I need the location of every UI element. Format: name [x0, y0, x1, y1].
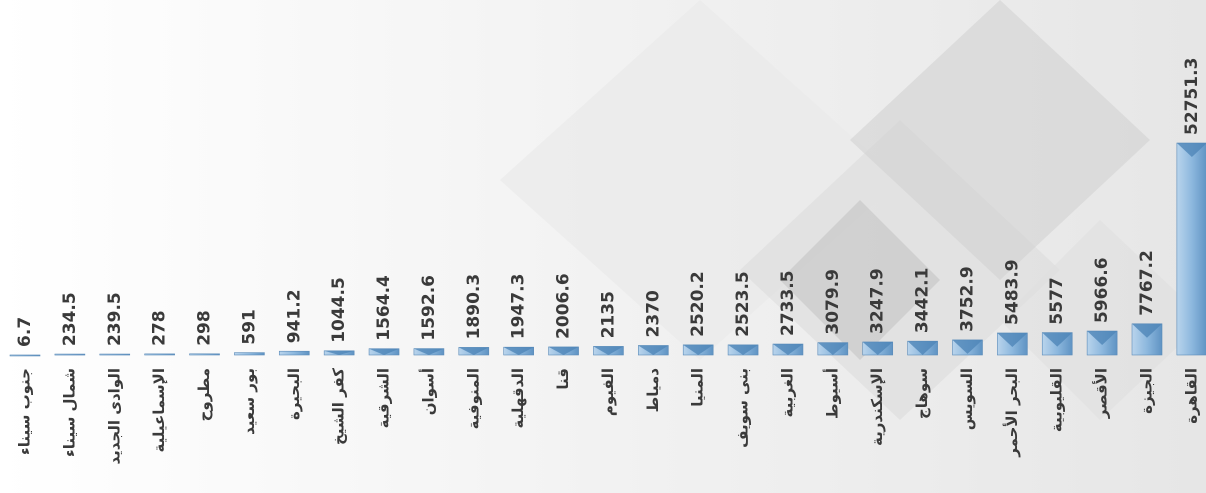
bar-cap	[1176, 143, 1206, 157]
x-tick-label: أسوان	[418, 368, 437, 415]
value-label: 5966.6	[1092, 257, 1112, 323]
value-label: 591	[239, 309, 259, 345]
value-label: 1044.5	[329, 277, 349, 343]
bar-cap	[683, 344, 714, 355]
x-tick-label: الإسكندرية	[868, 368, 886, 446]
x-tick-label: أسيوط	[822, 368, 841, 419]
value-label: 2520.2	[688, 271, 708, 337]
bar-cap	[772, 344, 803, 355]
x-tick-label: مطروح	[195, 368, 213, 421]
value-label: 1592.6	[419, 275, 439, 341]
x-tick-label: المنوفية	[464, 368, 482, 429]
value-label: 7767.2	[1137, 250, 1157, 316]
bar-cap	[638, 345, 669, 355]
x-tick-label: القليوبية	[1048, 368, 1066, 432]
x-tick-label: جنوب سيناء	[16, 368, 34, 455]
bar	[189, 353, 220, 356]
value-label: 3079.9	[823, 269, 843, 335]
x-tick-label: بور سعيد	[240, 368, 258, 435]
bar-cap	[907, 341, 938, 355]
value-label: 1564.4	[374, 275, 394, 341]
x-tick-label: الغربية	[778, 368, 796, 417]
bar-cap	[1132, 323, 1162, 338]
x-tick-label: بنى سويف	[734, 368, 752, 448]
x-tick-label: البحر الأحمر	[1003, 368, 1021, 458]
value-label: 239.5	[105, 292, 125, 346]
bar-cap	[1087, 331, 1118, 346]
x-tick-label: كفر الشيخ	[330, 368, 348, 445]
x-tick-label: الدقهلية	[509, 368, 527, 429]
value-label: 3752.9	[957, 266, 977, 332]
value-label: 5483.9	[1002, 259, 1022, 325]
value-label: 52751.3	[1182, 58, 1202, 135]
value-label: 2006.6	[554, 273, 574, 339]
bar	[9, 354, 41, 357]
bar	[1176, 142, 1206, 356]
value-label: 5577	[1047, 277, 1067, 324]
bar-cap	[728, 344, 759, 355]
bar-cap	[503, 347, 534, 355]
x-tick-label: القاهرة	[1182, 368, 1200, 424]
value-label: 3247.9	[868, 268, 888, 334]
x-tick-label: الأقصر	[1093, 368, 1111, 419]
bar-cap	[458, 347, 489, 355]
value-label: 2370	[643, 290, 663, 337]
bar-cap	[369, 348, 400, 355]
x-tick-label: السويس	[958, 368, 976, 430]
x-tick-label: الفيوم	[599, 368, 617, 416]
x-tick-label: الجيزة	[1138, 368, 1156, 414]
x-tick-label: دمياط	[644, 368, 662, 413]
bar-cap	[997, 332, 1028, 347]
bar	[278, 350, 310, 356]
x-tick-label: المنيا	[689, 368, 707, 407]
bar-cap	[1042, 332, 1073, 347]
x-tick-label: البحيرة	[285, 368, 303, 420]
value-label: 2135	[598, 291, 618, 338]
bar	[99, 353, 131, 356]
value-label: 941.2	[284, 289, 304, 343]
bar	[54, 353, 86, 356]
value-label: 278	[150, 310, 170, 346]
bar-cap	[324, 350, 355, 355]
value-label: 3442.1	[913, 268, 933, 334]
bar	[234, 352, 265, 356]
x-tick-label: الإسماعيلية	[150, 368, 168, 452]
bar	[144, 353, 175, 356]
bar-cap	[548, 346, 579, 355]
x-tick-label: شمال سيناء	[60, 368, 78, 457]
bar-cap	[817, 342, 848, 355]
value-label: 2733.5	[778, 270, 798, 336]
bar-cap	[862, 341, 893, 355]
x-tick-label: الوادى الجديد	[105, 368, 123, 465]
value-label: 1947.3	[509, 274, 529, 340]
value-label: 2523.5	[733, 271, 753, 337]
bar-cap	[593, 346, 624, 355]
value-label: 298	[195, 310, 215, 346]
bar-cap	[413, 348, 444, 355]
value-label: 234.5	[60, 292, 80, 346]
x-tick-label: قنا	[554, 368, 572, 390]
value-label: 6.7	[15, 317, 35, 347]
bar-cap	[952, 339, 983, 354]
x-tick-label: سوهاج	[913, 368, 931, 419]
value-label: 1890.3	[464, 274, 484, 340]
x-tick-label: الشرقية	[375, 368, 393, 428]
